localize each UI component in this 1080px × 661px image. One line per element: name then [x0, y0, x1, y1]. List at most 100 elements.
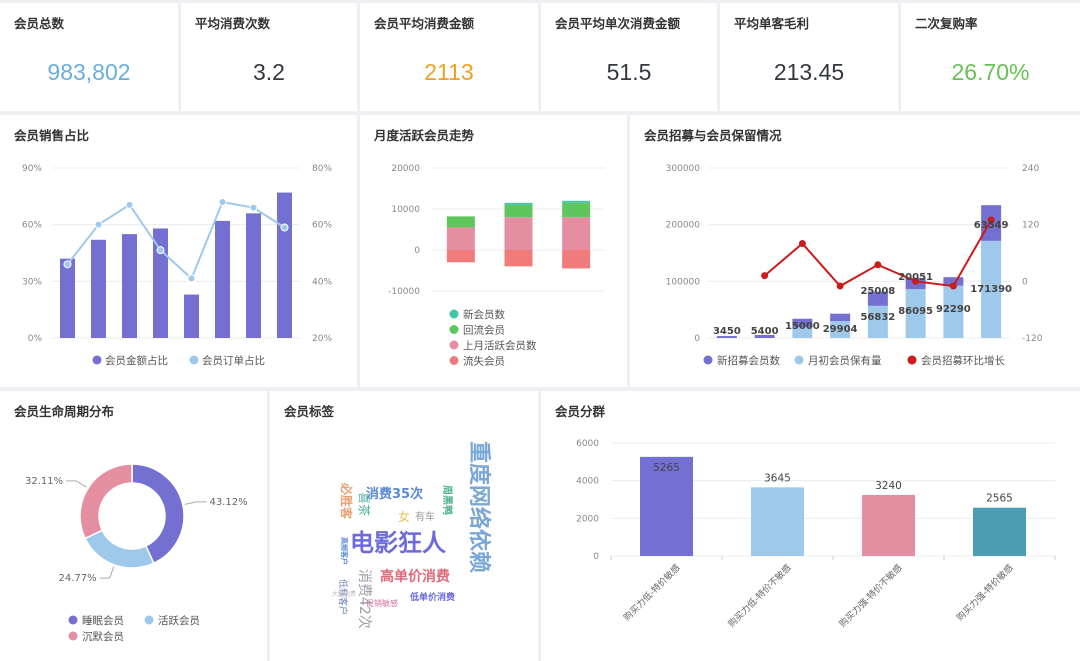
line-point [836, 282, 844, 290]
panel-sales-ratio: 会员销售占比 90% 60% 30% 0% 80% 60% 40% 20% 会员金额占比 会员订单… [0, 115, 357, 387]
kpi-value: 26.70% [951, 59, 1030, 85]
data-label: 3450 [713, 326, 741, 337]
panel-title: 会员生命周期分布 [14, 404, 115, 419]
legend-marker [189, 355, 199, 365]
panel-title: 会员销售占比 [14, 128, 90, 143]
line-point [125, 200, 134, 209]
tag-word: 喜茶 [357, 492, 372, 516]
legend-label: 会员金额占比 [105, 354, 168, 367]
legend-marker [144, 615, 154, 625]
bar [215, 220, 230, 338]
donut-slice [131, 463, 185, 565]
bar-segment [562, 202, 591, 218]
bar-segment [830, 313, 851, 322]
donut-slice [84, 529, 155, 569]
y-tick-label: 2000 [576, 514, 599, 524]
legend-label: 月初会员保有量 [808, 354, 882, 367]
data-label: 20051 [898, 272, 933, 283]
y-tick-label: 0 [593, 552, 599, 562]
legend-marker [68, 615, 78, 625]
y-tick-label: 10000 [391, 205, 420, 215]
kpi-card-repurchase-rate: 二次复购率 26.70% [901, 3, 1080, 111]
tag-word: 有车 [415, 510, 435, 523]
bar-segment [716, 336, 737, 338]
y2-tick-label: 40% [312, 277, 332, 287]
legend-label: 回流会员 [463, 324, 505, 337]
bar-segment [446, 227, 475, 250]
panel-recruit: 会员招募与会员保留情况 300000 200000 100000 0 240 120 0 -1… [630, 115, 1080, 387]
recruit-chart: 300000 200000 100000 0 240 120 0 -120 3450 5400 15… [666, 164, 1043, 367]
y-tick-label: 300000 [666, 164, 701, 174]
line-point [987, 216, 995, 224]
panel-title: 会员分群 [555, 404, 606, 419]
y-tick-label: 4000 [576, 477, 599, 487]
bar-segment [905, 289, 926, 338]
y-tick-label: 90% [22, 164, 42, 174]
bar-segment [754, 334, 775, 338]
line-point [187, 274, 196, 283]
legend-label: 会员订单占比 [202, 354, 265, 367]
data-label: 3645 [764, 472, 791, 484]
tag-word: 高频客户 [340, 537, 349, 565]
legend-label: 会员招募环比增长 [921, 354, 1005, 367]
tag-word: 电影狂人 [350, 529, 446, 557]
bar [91, 239, 106, 338]
bar [246, 213, 261, 338]
kpi-value: 51.5 [606, 59, 652, 85]
kpi-label: 会员平均单次消费金额 [555, 16, 681, 31]
kpi-label: 会员平均消费金额 [374, 16, 475, 31]
x-tick-label: 购买力强-特价不敏感 [837, 562, 905, 630]
y-tick-label: 100000 [666, 277, 701, 287]
data-label: 5400 [751, 326, 779, 337]
kpi-label: 平均单客毛利 [734, 16, 810, 31]
y-tick-label: 20000 [391, 164, 420, 174]
data-label: 2565 [986, 493, 1013, 505]
bar [153, 228, 168, 338]
data-label: 86095 [898, 306, 933, 317]
y2-tick-label: 20% [312, 334, 332, 344]
legend-marker [92, 355, 102, 365]
tag-word: 必胜客 [339, 482, 354, 520]
y-tick-label: 6000 [576, 439, 599, 449]
line-point [874, 261, 882, 269]
slice-label: 32.11% [25, 476, 63, 487]
kpi-card-avg-margin: 平均单客毛利 213.45 [720, 3, 898, 111]
y-tick-label: 0 [694, 334, 700, 344]
bar-segment [792, 318, 813, 328]
y-tick-label: 200000 [666, 221, 701, 231]
y2-tick-label: 0 [1022, 277, 1028, 287]
y-tick-label: 60% [22, 221, 42, 231]
x-tick-label: 购买力低-特价敏感 [621, 562, 683, 624]
line-point [218, 198, 227, 206]
label-leader [99, 566, 115, 579]
bar [640, 456, 693, 556]
legend-label: 流失会员 [463, 355, 505, 368]
bar-segment [446, 216, 475, 228]
bar-segment [504, 250, 533, 267]
kpi-label: 会员总数 [14, 16, 65, 31]
legend-label: 新会员数 [463, 308, 505, 321]
data-label: 171390 [970, 284, 1012, 295]
panel-monthly-active: 月度活跃会员走势 20000 10000 0 -10000 新会员数 回流会员 上月活跃会员… [360, 115, 627, 387]
kpi-value: 2113 [424, 59, 474, 85]
bar-segment [446, 250, 475, 263]
data-label: 5265 [653, 462, 680, 474]
line-point [912, 277, 920, 285]
kpi-card-avg-visits: 平均消费次数 3.2 [181, 3, 357, 111]
panel-tags: 会员标签 重度网络依赖 电影狂人 消费35次 高单价消费 消费42次 必胜客 喜茶女有车 周黑… [270, 391, 538, 661]
bar-segment [562, 250, 591, 269]
line-point [798, 240, 806, 248]
legend-marker [449, 309, 459, 319]
tag-word: 女 [398, 509, 410, 524]
panel-title: 会员招募与会员保留情况 [644, 128, 782, 143]
legend-label: 活跃会员 [158, 614, 200, 627]
bar-segment [943, 277, 964, 286]
y2-tick-label: 240 [1022, 164, 1039, 174]
bar [122, 234, 137, 338]
legend-label: 上月活跃会员数 [463, 339, 537, 352]
tag-word: 促销敏感 [366, 598, 398, 608]
panel-lifecycle: 会员生命周期分布 43.12% 24.77% 32.11% 睡眠会员 活跃会员 沉默会员 [0, 391, 267, 661]
bar-segment [792, 327, 813, 338]
slice-label: 43.12% [209, 497, 247, 508]
kpi-value: 983,802 [47, 59, 131, 85]
